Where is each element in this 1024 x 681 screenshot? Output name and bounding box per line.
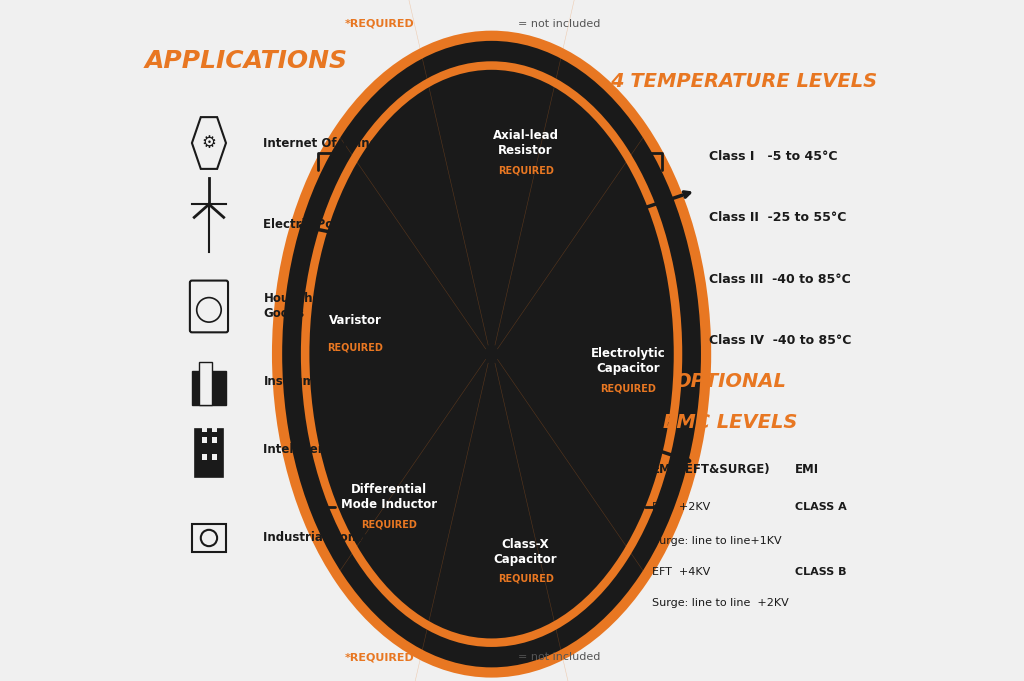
Ellipse shape bbox=[301, 61, 682, 647]
Text: Electrolytic
Capacitor: Electrolytic Capacitor bbox=[591, 347, 666, 375]
Text: Intelligent Buildings: Intelligent Buildings bbox=[263, 443, 397, 456]
Text: Household
Goods: Household Goods bbox=[263, 292, 333, 321]
Text: = not included: = not included bbox=[518, 19, 601, 29]
Polygon shape bbox=[199, 362, 212, 405]
Bar bbox=[212, 454, 217, 460]
Text: EFT  +2KV: EFT +2KV bbox=[651, 503, 710, 512]
Text: Surge: line to line  +2KV: Surge: line to line +2KV bbox=[651, 598, 788, 607]
Text: 4 TEMPERATURE LEVELS: 4 TEMPERATURE LEVELS bbox=[610, 72, 878, 91]
Text: REQUIRED: REQUIRED bbox=[498, 165, 554, 175]
Text: *REQUIRED: *REQUIRED bbox=[344, 19, 414, 29]
Text: EMC(EFT&SURGE): EMC(EFT&SURGE) bbox=[651, 463, 770, 477]
Text: EFT  +4KV: EFT +4KV bbox=[651, 567, 710, 577]
Text: Electric Power: Electric Power bbox=[263, 218, 358, 232]
Text: Industrial Control: Industrial Control bbox=[263, 531, 380, 545]
Bar bbox=[202, 427, 207, 432]
Text: OPTIONAL: OPTIONAL bbox=[674, 372, 785, 391]
Text: CLASS A: CLASS A bbox=[795, 503, 847, 512]
Polygon shape bbox=[191, 371, 226, 405]
Text: Instrumentation: Instrumentation bbox=[263, 375, 371, 388]
Text: ⚙: ⚙ bbox=[202, 134, 216, 152]
Text: APPLICATIONS: APPLICATIONS bbox=[145, 49, 348, 74]
Text: Class I   -5 to 45°C: Class I -5 to 45°C bbox=[710, 150, 838, 163]
Text: Differential
Mode Inductor: Differential Mode Inductor bbox=[341, 483, 437, 511]
Ellipse shape bbox=[283, 41, 701, 667]
Text: Axial-lead
Resistor: Axial-lead Resistor bbox=[493, 129, 559, 157]
Ellipse shape bbox=[272, 31, 712, 678]
Text: Surge: line to line+1KV: Surge: line to line+1KV bbox=[651, 537, 781, 546]
Text: Varistor: Varistor bbox=[329, 313, 382, 327]
Text: EMI: EMI bbox=[795, 463, 819, 477]
Text: REQUIRED: REQUIRED bbox=[328, 343, 383, 352]
Text: REQUIRED: REQUIRED bbox=[498, 574, 554, 584]
Text: *REQUIRED: *REQUIRED bbox=[344, 652, 414, 662]
Text: Class II  -25 to 55°C: Class II -25 to 55°C bbox=[710, 211, 847, 225]
Text: CLASS B: CLASS B bbox=[795, 567, 846, 577]
Ellipse shape bbox=[309, 70, 674, 639]
Text: Class IV  -40 to 85°C: Class IV -40 to 85°C bbox=[710, 334, 852, 347]
Text: Class III  -40 to 85°C: Class III -40 to 85°C bbox=[710, 272, 851, 286]
Bar bbox=[202, 437, 207, 443]
Text: REQUIRED: REQUIRED bbox=[361, 520, 418, 529]
Bar bbox=[202, 454, 207, 460]
Bar bbox=[212, 427, 217, 432]
Text: EMC LEVELS: EMC LEVELS bbox=[663, 413, 797, 432]
Bar bbox=[212, 437, 217, 443]
Text: REQUIRED: REQUIRED bbox=[600, 383, 655, 393]
FancyBboxPatch shape bbox=[196, 429, 222, 477]
Text: Internet Of Things (IoT): Internet Of Things (IoT) bbox=[263, 136, 421, 150]
Text: = not included: = not included bbox=[518, 652, 601, 662]
Text: Class-X
Capacitor: Class-X Capacitor bbox=[494, 537, 557, 566]
